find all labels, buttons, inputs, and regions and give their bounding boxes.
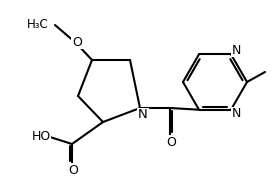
Text: O: O [166, 136, 176, 148]
Text: N: N [138, 108, 148, 121]
Text: HO: HO [31, 129, 51, 142]
Text: H₃C: H₃C [27, 18, 49, 31]
Text: N: N [231, 107, 241, 120]
Text: O: O [68, 163, 78, 176]
Text: N: N [231, 44, 241, 57]
Text: O: O [72, 35, 82, 49]
